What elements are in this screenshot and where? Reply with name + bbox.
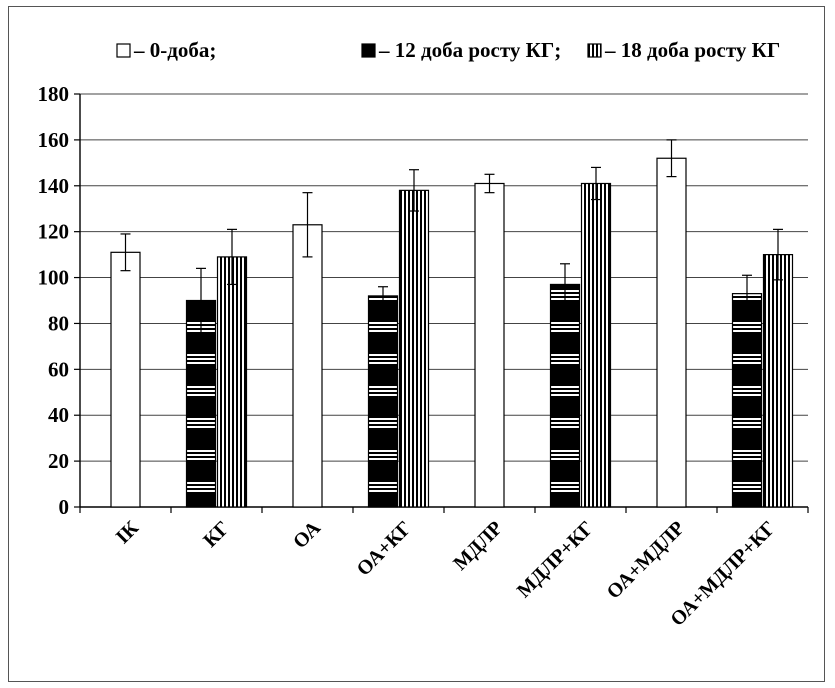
- bars: [110, 157, 794, 508]
- bar-series-0: [656, 157, 687, 508]
- bar-series-2: [216, 256, 248, 508]
- x-category-label: ОА+КГ: [353, 517, 416, 580]
- y-tick-label: 120: [38, 220, 70, 244]
- y-tick-label: 180: [38, 82, 70, 106]
- x-category-label: ОА: [289, 517, 325, 553]
- legend-label-1: – 12 доба росту КГ;: [378, 38, 561, 62]
- legend-item-0: – 0-доба;: [116, 38, 216, 62]
- bar-series-1: [731, 293, 763, 508]
- legend: – 0-доба; – 12 доба росту КГ; – 18 доба …: [116, 38, 780, 62]
- y-tick-label: 60: [48, 357, 69, 381]
- bar-series-0: [110, 251, 141, 508]
- bar-series-2: [762, 254, 794, 508]
- y-tick-label: 40: [48, 403, 69, 427]
- bar-series-0: [474, 182, 505, 508]
- legend-swatch-2: [587, 43, 602, 58]
- bar-series-1: [185, 299, 217, 508]
- x-category-label: ІК: [112, 517, 144, 549]
- bar-series-0: [292, 224, 323, 508]
- bar-series-2: [580, 182, 612, 508]
- y-tick-label: 160: [38, 128, 70, 152]
- x-category-label: МДЛР: [449, 517, 507, 575]
- legend-label-2: – 18 доба росту КГ: [604, 38, 780, 62]
- y-tick-label: 100: [38, 266, 70, 290]
- x-category-label: МДЛР+КГ: [513, 517, 598, 602]
- legend-swatch-1: [361, 43, 376, 58]
- x-category-label: ОА+МДЛР: [603, 517, 689, 603]
- bar-series-1: [367, 295, 399, 508]
- y-tick-label: 140: [38, 174, 70, 198]
- bar-series-1: [549, 283, 581, 508]
- legend-swatch-0: [116, 43, 131, 58]
- x-category-label: КГ: [199, 517, 234, 552]
- legend-label-0: – 0-доба;: [133, 38, 216, 62]
- legend-item-1: – 12 доба росту КГ;: [361, 38, 561, 62]
- legend-item-2: – 18 доба росту КГ: [587, 38, 780, 62]
- bar-series-2: [398, 189, 430, 508]
- error-bars: [120, 139, 783, 334]
- y-axis-ticks: 0 20 40 60 80 100 120 140 160 180: [38, 82, 80, 519]
- y-tick-label: 80: [48, 311, 69, 335]
- y-tick-label: 0: [59, 495, 70, 519]
- y-tick-label: 20: [48, 449, 69, 473]
